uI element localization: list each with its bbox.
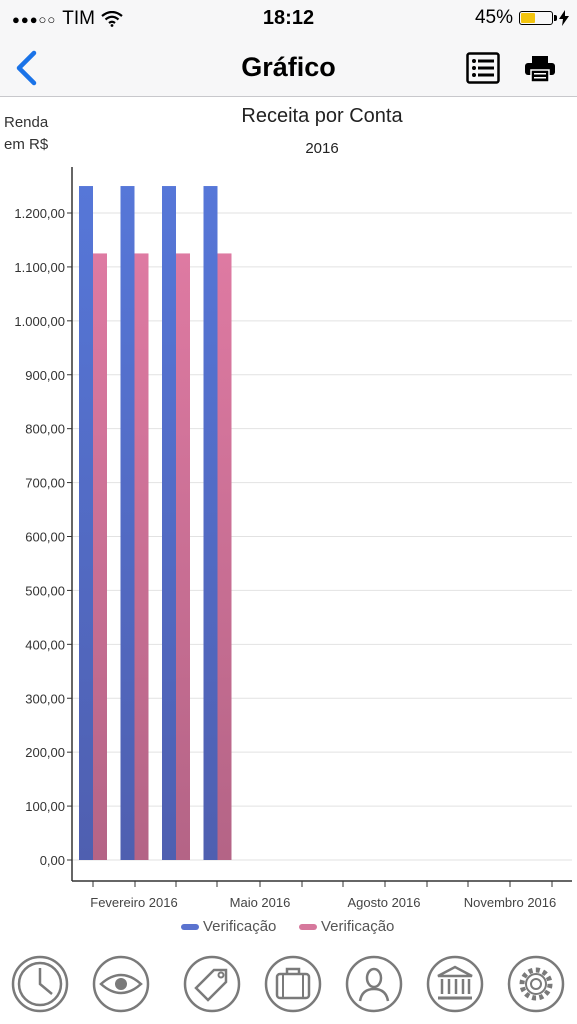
status-time: 18:12 (262, 7, 315, 29)
legend-label: Verificação (321, 918, 394, 935)
person-icon[interactable] (344, 954, 404, 1014)
y-tick-label: 400,00 (25, 637, 65, 652)
chevron-left-icon[interactable] (12, 50, 42, 86)
y-tick-label: 600,00 (25, 530, 65, 545)
bar (93, 253, 107, 860)
bar (203, 186, 218, 861)
y-axis-label-line-1: Renda (4, 114, 49, 131)
x-tick-label: Fevereiro 2016 (90, 895, 177, 910)
price-tag-icon[interactable] (182, 954, 242, 1014)
battery-percent: 45% (474, 7, 513, 28)
y-tick-label: 300,00 (25, 691, 65, 706)
y-tick-label: 100,00 (25, 799, 65, 814)
chart-title: Receita por Conta (241, 105, 403, 127)
bar (217, 253, 232, 860)
y-axis-label-line-2: em R$ (4, 136, 49, 153)
eye-icon[interactable] (91, 954, 151, 1014)
chart-subtitle: 2016 (305, 140, 338, 157)
y-tick-label: 1.200,00 (14, 206, 65, 221)
legend-swatch (181, 924, 199, 930)
wifi-icon (101, 11, 123, 27)
battery-icon (519, 11, 557, 25)
bar (176, 253, 190, 860)
battery-group: 45% (475, 7, 569, 29)
bar (120, 186, 135, 861)
x-tick-label: Agosto 2016 (347, 895, 420, 910)
y-tick-label: 0,00 (40, 853, 65, 868)
bar (79, 186, 93, 861)
printer-icon[interactable] (525, 56, 555, 82)
y-tick-label: 1.100,00 (14, 260, 65, 275)
y-tick-label: 900,00 (25, 368, 65, 383)
y-tick-label: 1.000,00 (14, 314, 65, 329)
carrier-name: TIM (62, 8, 95, 29)
y-tick-label: 500,00 (25, 583, 65, 598)
x-tick-label: Maio 2016 (230, 895, 291, 910)
bar (134, 253, 149, 860)
axes: 0,00 100,00 200,00 300,00 400,00 500,00 600,00… (14, 167, 572, 910)
navigation-bar: Gráfico (0, 38, 577, 97)
bank-icon[interactable] (425, 954, 485, 1014)
battery-level (521, 13, 536, 23)
x-tick-label: Novembro 2016 (464, 895, 557, 910)
bar-group (79, 186, 232, 861)
y-tick-label: 200,00 (25, 745, 65, 760)
y-tick-label: 800,00 (25, 422, 65, 437)
list-icon[interactable] (466, 52, 500, 84)
signal-strength-icon: ●●●○○ (12, 11, 57, 27)
page-title: Gráfico (241, 52, 336, 82)
gear-icon[interactable] (506, 954, 566, 1014)
bar (162, 186, 176, 861)
tab-bar (0, 950, 577, 1024)
legend-label: Verificação (203, 918, 276, 935)
clock-icon[interactable] (10, 954, 70, 1014)
legend: Verificação Verificação (181, 918, 394, 935)
carrier-group: ●●●○○ TIM (12, 8, 123, 30)
charging-bolt-icon (559, 10, 569, 26)
grid-lines (72, 212, 572, 861)
briefcase-icon[interactable] (263, 954, 323, 1014)
legend-swatch (299, 924, 317, 930)
revenue-bar-chart: Renda em R$ Receita por Conta 2016 0,00 1… (4, 105, 572, 935)
status-bar: ●●●○○ TIM 18:12 45% (0, 0, 577, 38)
y-tick-label: 700,00 (25, 476, 65, 491)
chart-area: Renda em R$ Receita por Conta 2016 0,00 1… (0, 97, 577, 945)
